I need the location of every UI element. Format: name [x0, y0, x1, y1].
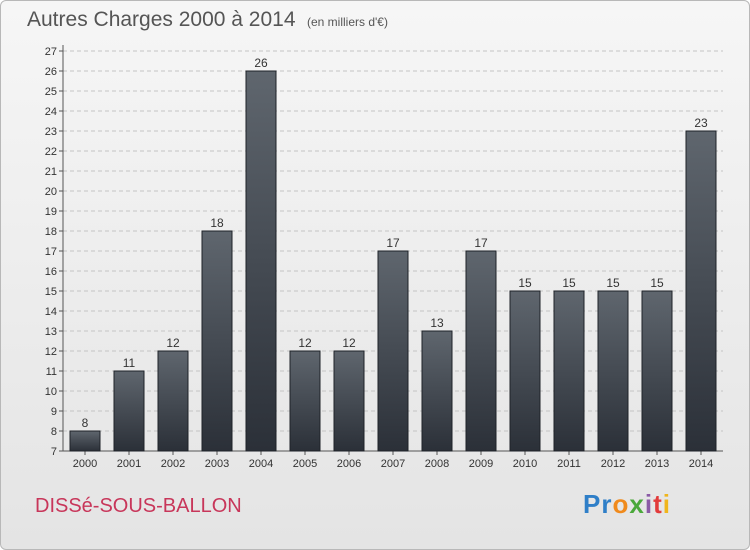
bar — [113, 370, 145, 452]
y-tick-label: 12 — [45, 346, 57, 358]
bar — [465, 250, 497, 452]
data-label: 18 — [210, 216, 224, 230]
logo-letter: x — [629, 489, 645, 519]
y-tick-label: 11 — [46, 366, 57, 378]
y-tick-label: 27 — [45, 46, 57, 58]
x-tick-label: 2006 — [337, 458, 361, 470]
y-tick-label: 19 — [45, 206, 57, 218]
data-label: 15 — [606, 276, 620, 290]
x-tick-label: 2013 — [645, 458, 669, 470]
y-tick-label: 9 — [51, 406, 57, 418]
chart-title: Autres Charges 2000 à 2014 — [27, 8, 296, 31]
logo-letter: r — [601, 489, 613, 519]
x-tick-label: 2004 — [249, 458, 273, 470]
logo-letter: P — [583, 489, 602, 519]
x-tick-label: 2002 — [161, 458, 185, 470]
x-tick-label: 2012 — [601, 458, 625, 470]
data-label: 17 — [474, 236, 488, 250]
x-tick-label: 2010 — [513, 458, 537, 470]
x-tick-label: 2014 — [689, 458, 713, 470]
y-tick-label: 20 — [45, 186, 57, 198]
y-tick-label: 15 — [45, 286, 57, 298]
x-tick-label: 2000 — [73, 458, 97, 470]
logo-letter: i — [662, 489, 671, 519]
bar — [245, 70, 277, 452]
bar — [641, 290, 673, 452]
data-label: 11 — [123, 356, 136, 370]
x-tick-label: 2003 — [205, 458, 229, 470]
y-tick-label: 24 — [45, 106, 57, 118]
data-label: 12 — [166, 336, 180, 350]
x-tick-label: 2008 — [425, 458, 449, 470]
bar — [509, 290, 541, 452]
x-tick-label: 2001 — [117, 458, 141, 470]
y-tick-label: 16 — [45, 266, 57, 278]
logo-letter: o — [612, 489, 630, 519]
y-tick-label: 7 — [51, 446, 57, 458]
y-tick-label: 25 — [45, 86, 57, 98]
data-label: 13 — [430, 316, 444, 330]
data-label: 15 — [562, 276, 576, 290]
bar — [289, 350, 321, 452]
logo-letter: t — [653, 489, 663, 519]
x-tick-label: 2007 — [381, 458, 405, 470]
data-label: 15 — [650, 276, 664, 290]
bar — [157, 350, 189, 452]
data-label: 8 — [82, 416, 89, 430]
x-tick-label: 2011 — [557, 458, 581, 470]
bar — [553, 290, 585, 452]
x-tick-label: 2005 — [293, 458, 317, 470]
data-label: 26 — [254, 56, 268, 70]
x-tick-label: 2009 — [469, 458, 493, 470]
y-tick-label: 14 — [45, 306, 57, 318]
bar — [201, 230, 233, 452]
data-label: 12 — [342, 336, 356, 350]
chart-subtitle: (en milliers d'€) — [307, 15, 388, 29]
y-tick-label: 21 — [45, 166, 57, 178]
y-tick-label: 10 — [45, 386, 57, 398]
labels: 7 8 9 10 11 12 13 14 15 16 17 18 19 20 21 22 23 24 25 26 27 8… — [45, 46, 713, 470]
bar — [333, 350, 365, 452]
proxiti-logo: Proxiti — [583, 489, 671, 520]
data-label: 23 — [694, 116, 708, 130]
bar — [685, 130, 717, 452]
y-tick-label: 17 — [45, 246, 57, 258]
data-label: 17 — [386, 236, 400, 250]
data-label: 12 — [298, 336, 312, 350]
bar — [377, 250, 409, 452]
logo-letter: i — [644, 489, 654, 519]
data-label: 15 — [518, 276, 532, 290]
y-tick-label: 23 — [45, 126, 57, 138]
bars — [69, 70, 717, 452]
bar — [421, 330, 453, 452]
y-tick-label: 26 — [45, 66, 57, 78]
y-tick-label: 22 — [45, 146, 57, 158]
y-tick-label: 8 — [51, 426, 57, 438]
bar — [597, 290, 629, 452]
y-tick-label: 18 — [45, 226, 57, 238]
bar — [69, 430, 101, 452]
y-tick-label: 13 — [45, 326, 57, 338]
commune-name: DISSé-SOUS-BALLON — [35, 495, 242, 517]
